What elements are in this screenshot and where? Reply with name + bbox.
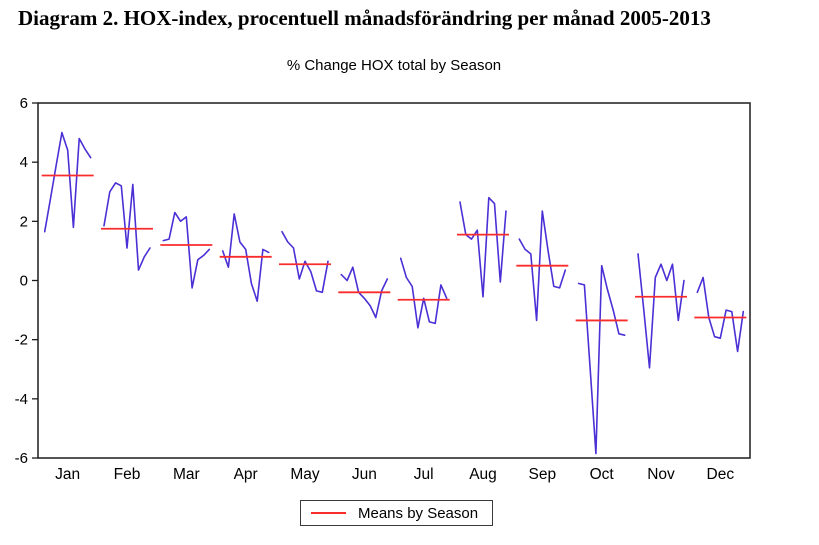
y-tick-label: -4 (15, 391, 28, 408)
month-label-jan: Jan (55, 466, 80, 483)
legend-label: Means by Season (358, 504, 479, 522)
month-label-jul: Jul (414, 466, 434, 483)
month-label-oct: Oct (590, 466, 615, 483)
series-line-jun (340, 266, 389, 319)
series-line-nov (637, 253, 685, 369)
series-line-apr (221, 213, 270, 303)
month-label-may: May (290, 466, 320, 483)
y-tick-label: 6 (20, 95, 28, 112)
seasonal-plot: -6 -4 -2 0 2 4 6 Jan Feb Mar Apr May Jun Jul Aug Sep Oct… (15, 95, 751, 483)
series-line-feb (103, 182, 151, 271)
month-label-sep: Sep (529, 466, 557, 483)
plot-border (37, 102, 751, 459)
y-tick-label: -6 (15, 450, 28, 467)
month-label-mar: Mar (173, 466, 200, 483)
document-title: Diagram 2. HOX-index, procentuell månads… (18, 6, 711, 30)
series-line-sep (518, 210, 567, 322)
series-line-oct (577, 264, 626, 455)
chart-title: % Change HOX total by Season (286, 57, 502, 74)
series-line-may (281, 230, 329, 294)
series-line-jul (399, 257, 448, 329)
legend: Means by Season (300, 500, 494, 526)
month-label-dec: Dec (707, 466, 735, 483)
month-label-apr: Apr (234, 466, 258, 483)
series-line-jan (43, 131, 92, 233)
series-line-mar (162, 211, 211, 289)
series-line-dec (696, 276, 745, 353)
y-tick-label: -2 (15, 332, 28, 349)
month-label-jun: Jun (352, 466, 377, 483)
y-tick-label: 0 (20, 273, 28, 290)
series-line-aug (459, 196, 507, 298)
y-tick-label: 2 (20, 213, 28, 230)
month-label-feb: Feb (114, 466, 141, 483)
y-tick-label: 4 (20, 154, 28, 171)
red-mean-line-icon (311, 512, 346, 514)
month-label-nov: Nov (647, 466, 675, 483)
month-label-aug: Aug (469, 466, 497, 483)
